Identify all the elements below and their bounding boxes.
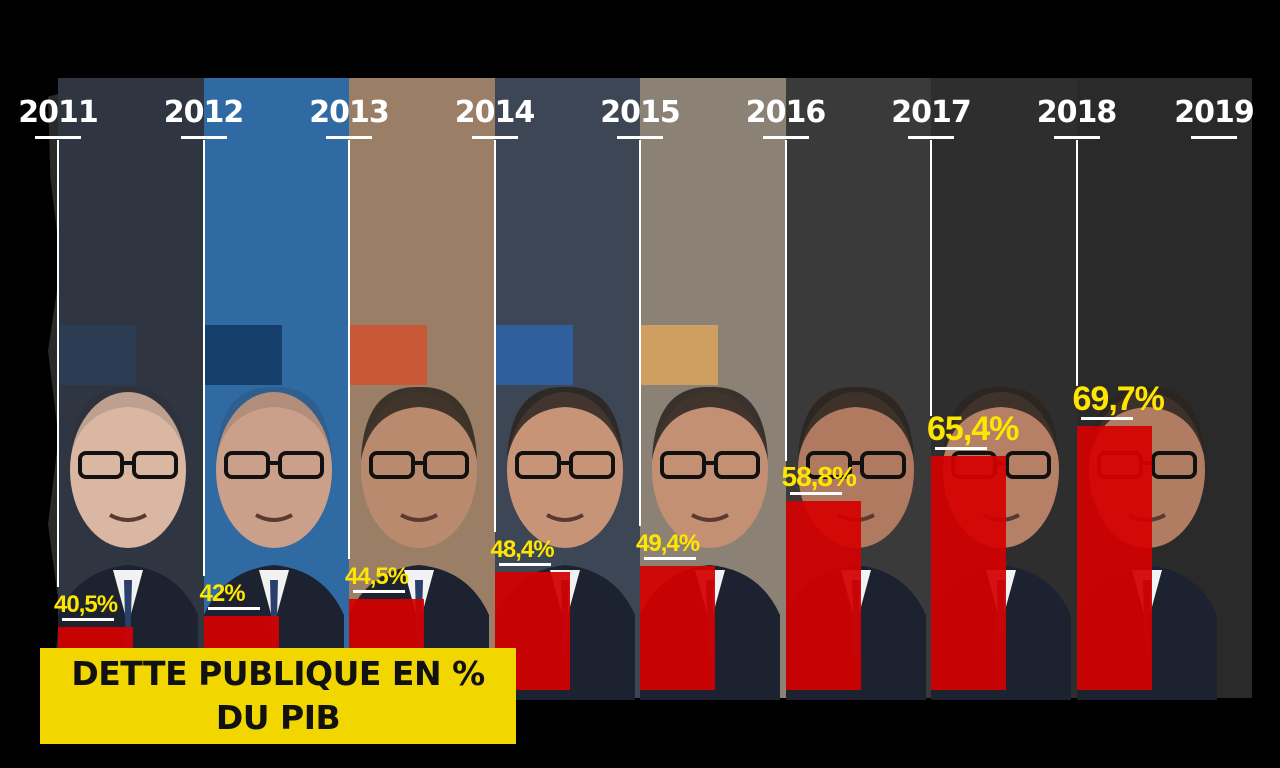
tick-label-year: 2011 (18, 95, 99, 130)
data-label-underline (353, 590, 405, 594)
guide-line (493, 140, 496, 533)
data-bar (640, 565, 715, 690)
party-tab (58, 325, 136, 385)
data-bar (785, 501, 861, 690)
tick-label-year: 2018 (1036, 95, 1118, 130)
data-label-underline (498, 563, 551, 567)
data-bar (1076, 426, 1152, 690)
column-panel (1222, 78, 1252, 698)
tick-underline (1191, 136, 1237, 139)
tick-underline (908, 136, 954, 139)
guide-line (348, 140, 350, 560)
data-label: 69,7% (1072, 380, 1165, 419)
tick-underline (617, 136, 663, 139)
data-label: 65,4% (927, 409, 1019, 448)
tick-label-year: 2019 (1174, 95, 1255, 130)
tick-label-year: 2015 (600, 95, 681, 130)
tick-underline (762, 136, 809, 139)
tick-underline (326, 136, 372, 139)
tick-underline (180, 136, 227, 139)
data-bar (931, 455, 1006, 690)
guide-line (784, 140, 787, 462)
data-label: 44,5% (345, 563, 409, 591)
data-label: 58,8% (781, 461, 857, 493)
data-label-underline (644, 556, 696, 560)
party-tab (640, 325, 718, 385)
guide-line (57, 140, 59, 587)
data-label: 40,5% (54, 590, 118, 618)
party-tab (203, 325, 282, 385)
tick-label-year: 2013 (309, 95, 390, 130)
tick-label-year: 2014 (454, 95, 536, 130)
data-label: 48,4% (490, 536, 555, 564)
tick-label-year: 2017 (891, 95, 972, 130)
guide-line (1075, 140, 1078, 387)
data-label: 42% (199, 580, 246, 608)
party-tab (494, 325, 573, 385)
guide-line (202, 140, 205, 577)
chart-title-text: DETTE PUBLIQUE EN % DU PIB (71, 654, 485, 737)
chart-title: DETTE PUBLIQUE EN % DU PIB (40, 648, 516, 744)
tick-underline (1053, 136, 1100, 139)
guide-line (639, 140, 641, 526)
party-tab (349, 325, 427, 385)
tick-underline (471, 136, 518, 139)
guide-line (930, 140, 932, 416)
data-label-underline (207, 607, 260, 611)
data-label: 49,4% (636, 529, 700, 557)
data-label-underline (62, 617, 114, 621)
tick-underline (35, 136, 81, 139)
tick-label-year: 2016 (745, 95, 827, 130)
data-label-underline (935, 446, 987, 450)
data-label-underline (1080, 417, 1133, 421)
tick-label-year: 2012 (163, 95, 245, 130)
data-label-underline (789, 492, 842, 496)
